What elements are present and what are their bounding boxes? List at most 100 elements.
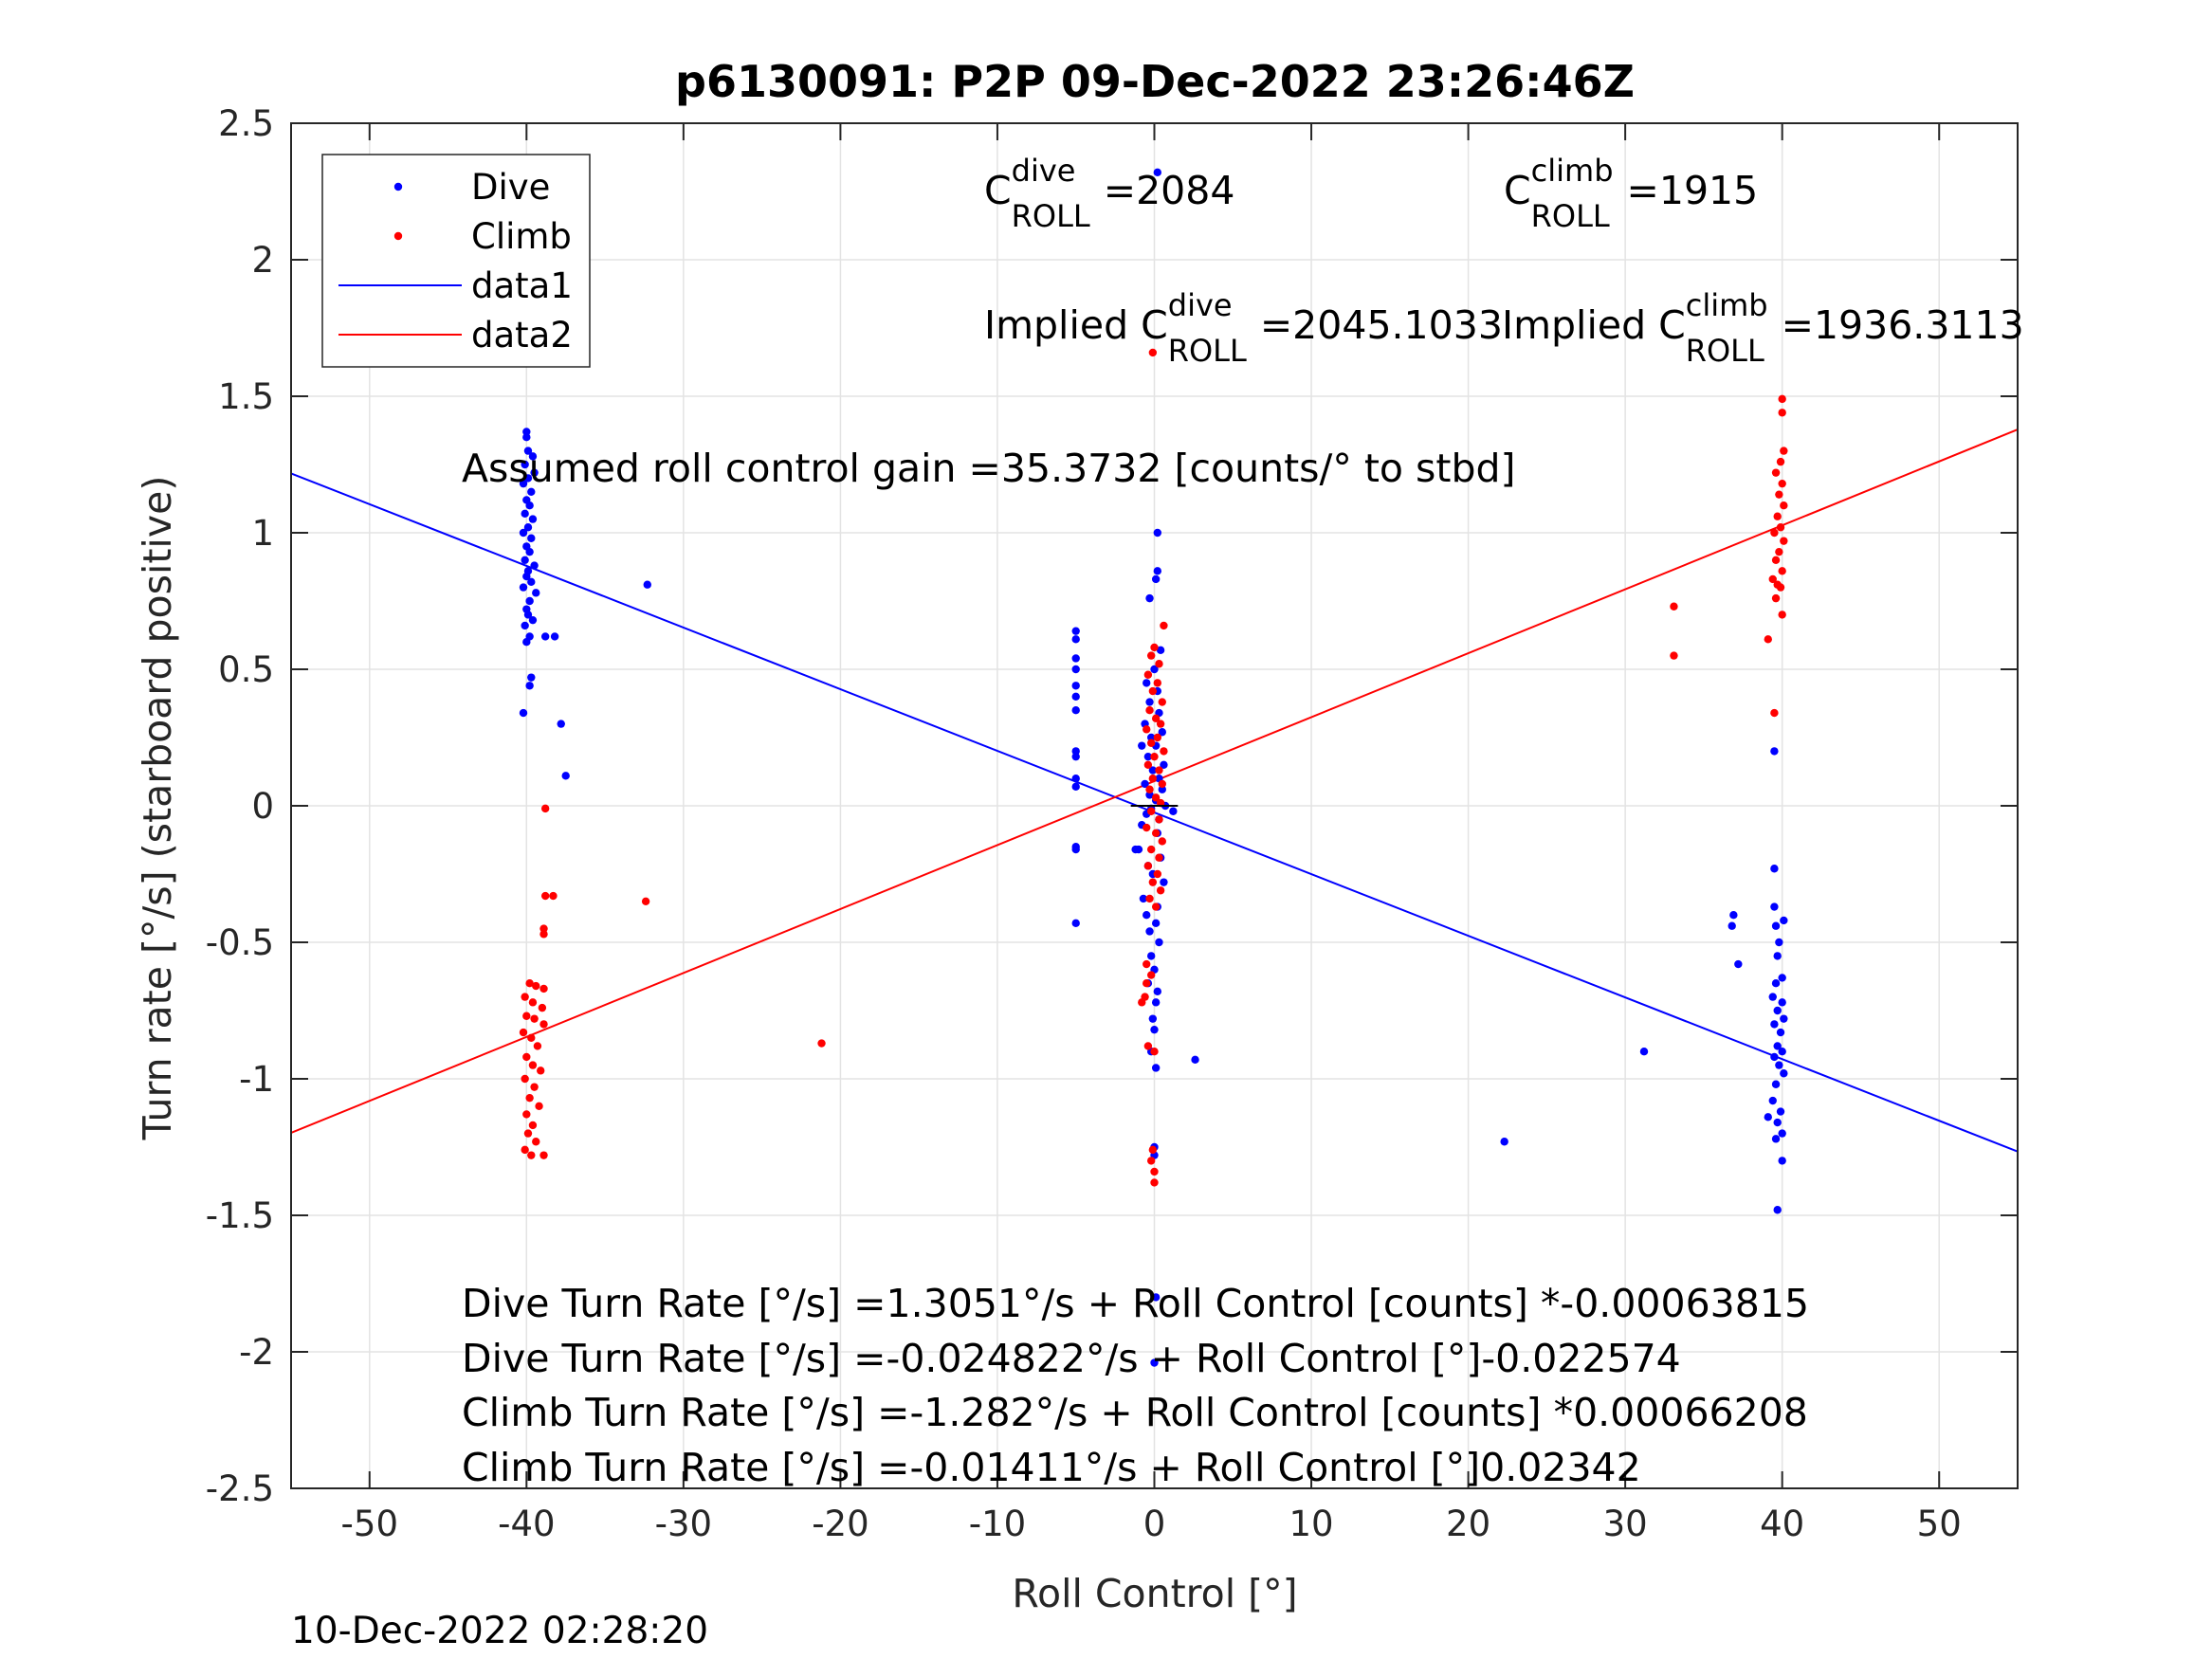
dive-point [1160,760,1168,769]
climb-point [1148,878,1158,886]
climb-point [1764,635,1772,644]
dive-point [521,556,529,564]
y-tick-label: -0.5 [206,922,274,963]
dive-point [1150,1358,1159,1367]
dive-point [1145,927,1154,936]
dive-point [523,447,533,455]
dive-point [519,583,528,592]
dive-point [527,577,536,587]
legend-marker-Climb [393,231,403,241]
climb-point [521,1074,529,1084]
climb-point [1155,815,1163,824]
dive-point [528,515,538,523]
dive-point [523,474,533,483]
dive-point [1145,698,1154,706]
dive-point [1071,775,1080,783]
dive-point [1768,1096,1777,1105]
dive-point [1729,911,1738,920]
y-tick-label: 2.5 [218,103,274,144]
dive-point [1639,1048,1649,1056]
dive-point [1071,782,1080,792]
dive-point [1071,627,1080,635]
axes-box [290,122,2019,1489]
dive-point [522,433,531,442]
dive-point [521,460,529,469]
climb-point [539,984,548,994]
dive-point [1139,894,1148,903]
dive-point [1146,952,1156,960]
dive-point [1770,747,1779,756]
dive-degrees-equation: Dive Turn Rate [°/s] =-0.024822°/s + Rol… [462,1336,1681,1381]
climb-point [1143,760,1153,769]
climb-point [527,1151,536,1159]
climb-point [523,1129,533,1138]
dive-point [1141,779,1149,789]
climb-point [1770,528,1779,538]
climb-point [1776,523,1785,532]
dive-point [1780,1014,1788,1023]
y-tick-label: -1.5 [206,1195,274,1236]
dive-point [1773,1042,1782,1050]
climb-point [530,1014,539,1023]
climb-point [1156,720,1165,728]
climb-point [1143,979,1151,988]
dive-point [1780,916,1788,925]
dive-point [1145,791,1154,799]
climb-point [1151,902,1161,911]
dive-point [1728,921,1736,930]
x-tick-label: 20 [1446,1504,1490,1544]
x-tick-label: 0 [1143,1504,1166,1544]
annotation-implied_dive: Implied Cdive ROLL=2045.1033 [984,287,1503,369]
climb-point [528,1121,538,1130]
dive-point [1778,1048,1786,1056]
dive-point [519,708,528,718]
climb-point [540,804,550,813]
dive-point [1071,692,1080,701]
x-tick-label: -50 [341,1504,398,1544]
climb-point [1148,686,1158,696]
climb-point [1143,862,1153,870]
climb-point [1150,1178,1159,1187]
dive-point [550,632,559,641]
climb-counts-equation: Climb Turn Rate [°/s] =-1.282°/s + Roll … [462,1390,1808,1435]
dive-point [519,479,528,488]
scatter-points [519,168,1788,1367]
climb-point [1771,468,1781,477]
climb-point [1153,679,1162,687]
climb-point [539,924,548,933]
climb-point [1148,775,1158,783]
dive-point [1151,1064,1161,1072]
dive-point [1764,1113,1772,1121]
dive-point [1071,682,1080,690]
climb-point [1771,556,1781,564]
dive-point [532,589,540,597]
dive-point [1778,1129,1786,1138]
dive-point [1071,747,1080,756]
dive-point [525,547,534,556]
dive-point [1775,938,1783,947]
climb-point [1775,490,1783,499]
dive-point [1153,987,1162,996]
climb-point [1778,567,1786,575]
climb-point [1151,829,1161,837]
annotation-c_roll_dive: Cdive ROLL=2084 [984,153,1234,234]
climb-point [1151,793,1161,802]
timestamp: 10-Dec-2022 02:28:20 [291,1610,708,1652]
climb-point [1776,583,1785,592]
dive-point [1071,654,1080,663]
dive-point [1734,959,1743,969]
legend-label-Climb: Climb [471,216,572,257]
dive-point [1770,1052,1779,1062]
legend-label-data1: data1 [471,265,573,306]
climb-point [539,930,548,939]
dive-point [1145,593,1154,603]
legend-marker-Dive [393,182,403,191]
climb-point [1148,1145,1158,1155]
annotation-implied_climb: Implied Cclimb ROLL=1936.3113 [1502,287,2024,369]
dive-point [1151,919,1161,928]
dive-point [1770,902,1779,911]
legend: Dive Climb data1 data2 [321,154,591,368]
dive-point [1151,574,1161,584]
dive-point [1071,919,1080,928]
